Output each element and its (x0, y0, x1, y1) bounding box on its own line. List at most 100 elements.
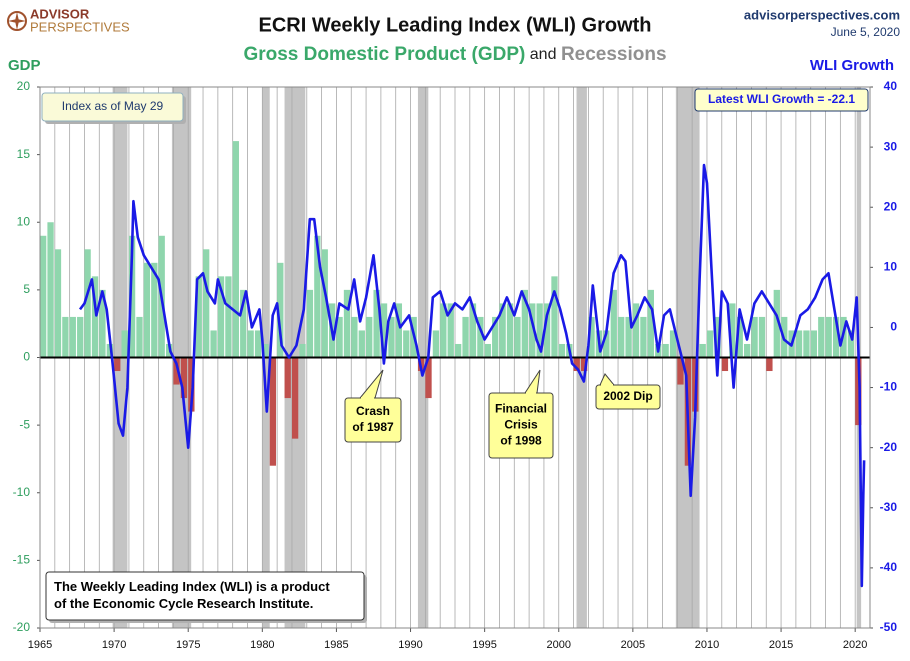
bar (618, 316, 625, 358)
bar (662, 343, 669, 358)
bar (373, 289, 380, 358)
bar (84, 249, 91, 358)
bar (247, 330, 254, 358)
bar (640, 316, 647, 358)
bar (425, 357, 432, 399)
bar (180, 357, 188, 399)
x-tick-label: 2000 (547, 639, 571, 651)
bar (506, 303, 514, 358)
bar (62, 316, 69, 358)
y2-tick-label: 40 (884, 79, 898, 93)
bar (721, 357, 729, 372)
bar (366, 316, 373, 358)
bar (225, 276, 232, 358)
y-tick-label: 15 (17, 147, 31, 161)
bar (262, 343, 269, 358)
bar (847, 330, 855, 358)
y-tick-label: 5 (23, 282, 30, 296)
bar (766, 357, 773, 372)
plot-area: 1965 1970 1975 1980 1985 1990 1995 2000 2005 2010… (13, 79, 898, 651)
bar (40, 235, 47, 358)
bar (477, 316, 484, 358)
bar (188, 357, 195, 412)
y-tick-label: -20 (13, 620, 31, 634)
subtitle-part: Gross Domestic Product (GDP) (243, 44, 525, 65)
annotation-box (488, 392, 554, 459)
annotation-box (694, 88, 869, 112)
y2-tick-label: -20 (880, 440, 898, 454)
bar (773, 289, 780, 358)
bar (106, 343, 113, 358)
date: June 5, 2020 (831, 25, 901, 39)
annotation-text: Crisis (504, 418, 538, 432)
logo-text: PERSPECTIVES (30, 19, 130, 34)
bar (455, 343, 462, 358)
bar (217, 276, 225, 358)
y-tick-label: 10 (17, 214, 31, 228)
bar (818, 316, 825, 358)
y2-tick-label: -40 (880, 560, 898, 574)
bar (536, 303, 543, 358)
chart-subtitle: Gross Domestic Product (GDP) and Recessi… (243, 44, 666, 65)
bar (151, 262, 158, 358)
bar (729, 303, 736, 358)
annotation-text: Financial (495, 402, 547, 416)
bar (803, 330, 810, 358)
bar (54, 249, 62, 358)
bar (432, 330, 440, 358)
chart-title: ECRI Weekly Leading Index (WLI) Growth (259, 14, 652, 36)
y-tick-label: 0 (23, 350, 30, 364)
annotation-box (595, 384, 661, 410)
y-tick-label: -15 (13, 553, 31, 567)
y2-tick-label: 10 (884, 260, 898, 274)
bar (462, 316, 469, 358)
annotation-box (41, 92, 184, 122)
logo-text: ADVISOR (30, 6, 90, 21)
bar (277, 262, 284, 358)
bar (499, 303, 506, 358)
y2-tick-label: 30 (884, 139, 898, 153)
annotation-text: Crash (356, 404, 390, 418)
wli-line (78, 163, 866, 588)
bar (447, 303, 454, 358)
annotation-text: of 1987 (352, 420, 394, 434)
bar (173, 357, 180, 385)
plot-frame (39, 86, 871, 629)
bar (543, 303, 551, 358)
bar (669, 330, 677, 358)
annotation-text: The Weekly Leading Index (WLI) is a prod… (54, 579, 330, 594)
bar (736, 316, 743, 358)
bar (136, 316, 143, 358)
bar (232, 141, 239, 358)
subtitle-part: Recessions (561, 44, 667, 65)
bar (551, 276, 558, 358)
bar (91, 276, 99, 358)
bar (469, 303, 477, 358)
bar (210, 330, 217, 358)
bar (343, 289, 351, 358)
y2-axis-label: WLI Growth (810, 57, 894, 74)
bar (573, 357, 580, 372)
bar (195, 276, 202, 358)
bar (203, 249, 210, 358)
x-tick-label: 2015 (769, 639, 793, 651)
bar (744, 343, 751, 358)
bar (380, 303, 388, 358)
y2-tick-label: -30 (880, 500, 898, 514)
bar (114, 357, 121, 372)
bar (610, 289, 617, 358)
bar (514, 316, 521, 358)
x-tick-label: 2020 (843, 639, 867, 651)
bar (99, 289, 106, 358)
x-tick-label: 1970 (102, 639, 126, 651)
bar (647, 289, 654, 358)
x-tick-label: 1985 (324, 639, 348, 651)
bar (321, 249, 328, 358)
bar (580, 357, 588, 372)
y-tick-label: -10 (13, 485, 31, 499)
x-tick-label: 1980 (250, 639, 274, 651)
bar (521, 289, 528, 358)
bar (492, 316, 499, 358)
x-tick-label: 1965 (28, 639, 52, 651)
